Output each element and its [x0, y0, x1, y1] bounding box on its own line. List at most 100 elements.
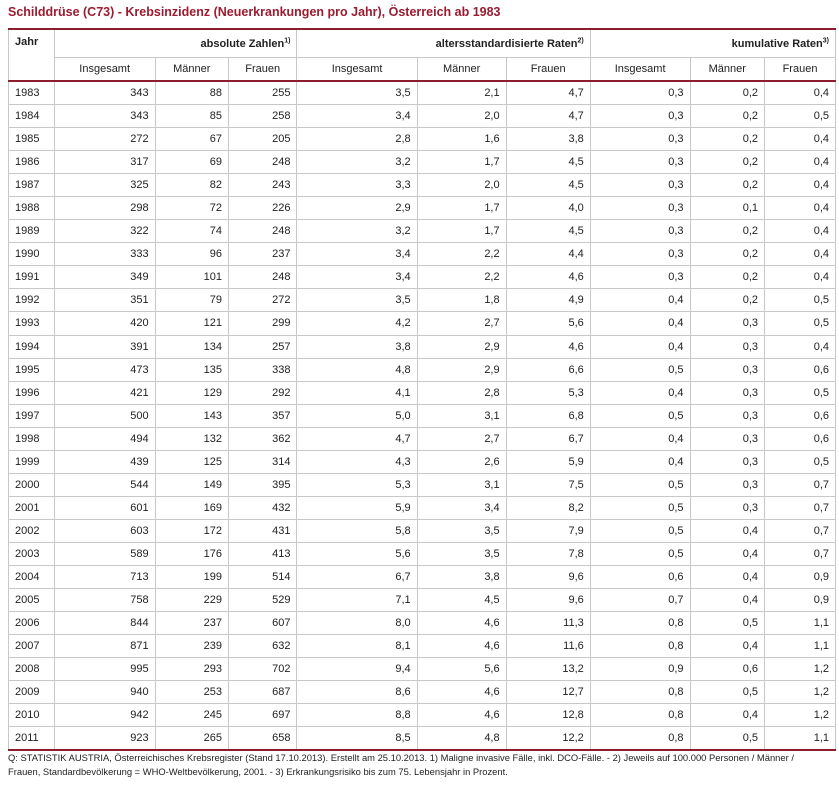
- cumulative-total-cell: 0,6: [589, 564, 691, 590]
- cumulative-total-cell: 0,3: [589, 104, 691, 129]
- cumulative-total-cell: 0,9: [589, 657, 691, 682]
- group-header-cumulative: kumulative Raten3): [589, 28, 837, 58]
- cumulative-total-cell: 0,3: [589, 150, 691, 175]
- absolute-women-cell: 338: [227, 357, 298, 382]
- asr-men-cell: 3,4: [416, 495, 507, 520]
- year-cell: 1992: [8, 288, 55, 313]
- absolute-total-cell: 871: [53, 634, 156, 659]
- asr-women-cell: 5,6: [505, 311, 591, 336]
- absolute-total-cell: 758: [53, 588, 156, 613]
- cumulative-women-cell: 1,2: [764, 703, 836, 728]
- cumulative-total-cell: 0,5: [589, 541, 691, 566]
- asr-women-cell: 11,3: [505, 611, 591, 636]
- asr-men-cell: 2,0: [416, 104, 507, 129]
- year-cell: 1985: [8, 127, 55, 152]
- absolute-men-cell: 85: [154, 104, 229, 129]
- cumulative-total-cell: 0,8: [589, 611, 691, 636]
- cumulative-total-cell: 0,3: [589, 173, 691, 198]
- table-row: 2007 871 239 632 8,1 4,6 11,6 0,8 0,4 1,1: [8, 634, 836, 659]
- asr-total-cell: 9,4: [296, 657, 418, 682]
- table-row: 1998 494 132 362 4,7 2,7 6,7 0,4 0,3 0,6: [8, 426, 836, 451]
- asr-men-cell: 4,8: [416, 726, 507, 752]
- asr-women-cell: 12,7: [505, 680, 591, 705]
- cumulative-total-cell: 0,7: [589, 588, 691, 613]
- absolute-women-cell: 514: [227, 564, 298, 590]
- asr-total-cell: 8,8: [296, 703, 418, 728]
- cumulative-men-cell: 0,3: [689, 403, 766, 428]
- absolute-women-cell: 529: [227, 588, 298, 613]
- absolute-total-cell: 298: [53, 196, 156, 221]
- table-row: 1987 325 82 243 3,3 2,0 4,5 0,3 0,2 0,4: [8, 173, 836, 198]
- absolute-total-cell: 272: [53, 127, 156, 152]
- cumulative-women-cell: 0,4: [764, 242, 836, 267]
- year-cell: 1999: [8, 449, 55, 474]
- absolute-men-cell: 237: [154, 611, 229, 636]
- absolute-men-cell: 176: [154, 541, 229, 566]
- absolute-women-cell: 314: [227, 449, 298, 474]
- cumulative-women-cell: 0,4: [764, 196, 836, 221]
- asr-women-cell: 12,2: [505, 726, 591, 752]
- year-cell: 1988: [8, 196, 55, 221]
- cumulative-women-cell: 0,6: [764, 357, 836, 382]
- table-row: 2000 544 149 395 5,3 3,1 7,5 0,5 0,3 0,7: [8, 472, 836, 497]
- absolute-total-cell: 439: [53, 449, 156, 474]
- table-row: 2011 923 265 658 8,5 4,8 12,2 0,8 0,5 1,1: [8, 726, 836, 752]
- year-cell: 1983: [8, 80, 55, 106]
- asr-women-cell: 6,6: [505, 357, 591, 382]
- absolute-women-cell: 243: [227, 173, 298, 198]
- group-header-label: altersstandardisierte Raten: [435, 37, 578, 50]
- cumulative-men-cell: 0,4: [689, 703, 766, 728]
- page-title: Schilddrüse (C73) - Krebsinzidenz (Neuer…: [8, 5, 501, 19]
- asr-total-cell: 2,9: [296, 196, 418, 221]
- asr-women-cell: 7,5: [505, 472, 591, 497]
- absolute-men-cell: 245: [154, 703, 229, 728]
- absolute-women-cell: 248: [227, 265, 298, 290]
- absolute-men-cell: 172: [154, 518, 229, 543]
- asr-women-cell: 4,0: [505, 196, 591, 221]
- cumulative-men-cell: 0,2: [689, 288, 766, 313]
- absolute-total-cell: 391: [53, 334, 156, 359]
- cumulative-women-cell: 0,4: [764, 150, 836, 175]
- footnote-marker: 3): [822, 36, 829, 44]
- absolute-women-cell: 257: [227, 334, 298, 359]
- cumulative-men-cell: 0,5: [689, 726, 766, 752]
- cumulative-women-cell: 1,1: [764, 634, 836, 659]
- cumulative-total-cell: 0,3: [589, 242, 691, 267]
- cumulative-total-cell: 0,5: [589, 403, 691, 428]
- absolute-men-cell: 79: [154, 288, 229, 313]
- absolute-men-cell: 82: [154, 173, 229, 198]
- group-header-age-standardized: altersstandardisierte Raten2): [296, 28, 591, 58]
- absolute-total-cell: 601: [53, 495, 156, 520]
- absolute-women-cell: 413: [227, 541, 298, 566]
- absolute-total-cell: 351: [53, 288, 156, 313]
- asr-women-cell: 7,8: [505, 541, 591, 566]
- absolute-women-cell: 632: [227, 634, 298, 659]
- asr-total-cell: 8,0: [296, 611, 418, 636]
- asr-women-cell: 9,6: [505, 564, 591, 590]
- year-cell: 2005: [8, 588, 55, 613]
- asr-total-cell: 7,1: [296, 588, 418, 613]
- year-cell: 2002: [8, 518, 55, 543]
- cumulative-men-cell: 0,2: [689, 219, 766, 244]
- cumulative-total-cell: 0,3: [589, 265, 691, 290]
- asr-women-cell: 7,9: [505, 518, 591, 543]
- cumulative-men-cell: 0,2: [689, 173, 766, 198]
- asr-total-cell: 5,6: [296, 541, 418, 566]
- year-cell: 1995: [8, 357, 55, 382]
- table-row: 2004 713 199 514 6,7 3,8 9,6 0,6 0,4 0,9: [8, 564, 836, 590]
- absolute-women-cell: 697: [227, 703, 298, 728]
- absolute-women-cell: 362: [227, 426, 298, 451]
- cumulative-total-cell: 0,4: [589, 380, 691, 405]
- asr-men-cell: 1,7: [416, 150, 507, 175]
- cumulative-men-cell: 0,2: [689, 150, 766, 175]
- table-body: 1983 343 88 255 3,5 2,1 4,7 0,3 0,2 0,4 1984 343 85 2…: [8, 80, 836, 752]
- asr-women-cell: 4,5: [505, 150, 591, 175]
- absolute-men-cell: 129: [154, 380, 229, 405]
- asr-men-cell: 1,6: [416, 127, 507, 152]
- absolute-men-cell: 265: [154, 726, 229, 752]
- cumulative-women-cell: 0,7: [764, 495, 836, 520]
- absolute-total-cell: 473: [53, 357, 156, 382]
- cumulative-men-cell: 0,3: [689, 380, 766, 405]
- absolute-total-cell: 343: [53, 80, 156, 106]
- absolute-women-cell: 248: [227, 219, 298, 244]
